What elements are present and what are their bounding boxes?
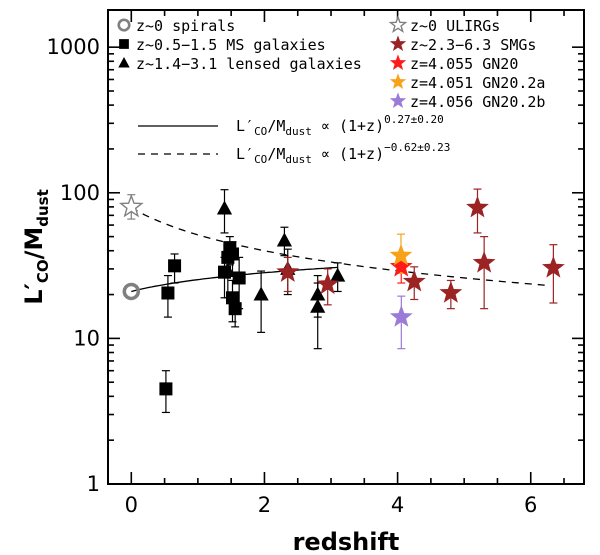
- data-point-smg: [316, 272, 340, 295]
- data-point-lensed: [276, 232, 293, 247]
- data-point-ms: [159, 382, 173, 396]
- y-axis-title-mid: /M: [20, 227, 48, 260]
- legend-marker-smg: [389, 35, 407, 51]
- data-point-ms: [225, 291, 239, 305]
- data-point-gn20: [389, 254, 413, 277]
- axis-ticks: 0 2 4 6 1 10 100 1000: [47, 10, 584, 517]
- legend-label-gn20: z=4.055 GN20: [410, 55, 518, 73]
- legend-label-smg: z~2.3−6.3 SMGs: [410, 36, 536, 54]
- data-point-lensed: [216, 200, 233, 215]
- legend-label-ulirg: z~0 ULIRGs: [410, 17, 500, 35]
- legend-marker-spirals: [117, 18, 131, 32]
- data-point-smg: [439, 281, 463, 303]
- data-point-smg: [402, 269, 426, 292]
- data-point-ms: [168, 259, 182, 273]
- legend-label-gn20a: z=4.051 GN20.2a: [410, 74, 545, 92]
- data-point-smg: [466, 195, 489, 218]
- data-point-lensed: [330, 267, 346, 282]
- data-point-ms: [228, 302, 242, 316]
- y-tick-label: 1: [87, 472, 100, 496]
- legend-marker-ms: [119, 39, 129, 49]
- legend-label-spirals: z~0 spirals: [136, 17, 235, 35]
- data-point-ms: [225, 247, 239, 261]
- legend-label-ms: z~0.5−1.5 MS galaxies: [136, 36, 326, 54]
- x-axis-title: redshift: [293, 528, 400, 555]
- data-point-lensed: [310, 286, 326, 301]
- legend-marker-ulirg: [388, 15, 408, 34]
- data-point-smg: [276, 260, 300, 282]
- x-tick-label: 2: [258, 493, 271, 517]
- data-point-ms: [161, 286, 175, 300]
- fit-legend-label-solid: L′CO/Mdust ∝ (1+z)0.27±0.20: [236, 113, 444, 138]
- data-point-lensed: [310, 298, 326, 313]
- data-point-ulirg: [118, 193, 144, 218]
- y-tick-label: 100: [60, 181, 100, 205]
- data-markers: [118, 193, 565, 396]
- data-point-lensed: [253, 286, 269, 301]
- legend-label-gn20b: z=4.056 GN20.2b: [410, 93, 545, 111]
- y-tick-label: 1000: [47, 35, 100, 59]
- fit-legend: L′CO/Mdust ∝ (1+z)0.27±0.20 L′CO/Mdust ∝ …: [138, 113, 450, 166]
- y-axis-title: L′CO/Mdust: [20, 189, 52, 305]
- error-bars: [127, 188, 558, 414]
- x-tick-label: 4: [391, 493, 404, 517]
- data-point-lensed: [220, 263, 236, 278]
- x-tick-label: 0: [125, 493, 138, 517]
- data-point-smg: [472, 250, 496, 273]
- legend-label-lensed: z~1.4−3.1 lensed galaxies: [136, 55, 362, 73]
- data-point-gn20b: [389, 305, 413, 327]
- y-axis-title-sub-dust: dust: [34, 189, 52, 227]
- y-tick-label: 10: [73, 326, 100, 350]
- legend-marker-gn20: [389, 54, 407, 70]
- y-axis-title-sub-co: CO: [34, 259, 52, 283]
- data-point-spirals: [122, 282, 141, 301]
- legend-marker-lensed: [118, 57, 130, 68]
- legend-marker-gn20b: [389, 92, 407, 108]
- svg-text:L′CO/Mdust: L′CO/Mdust: [20, 189, 52, 305]
- plot-frame: [107, 9, 585, 485]
- y-axis-title-main: L′: [20, 283, 48, 305]
- legend-marker-gn20a: [389, 73, 407, 89]
- data-point-gn20a: [389, 243, 413, 266]
- data-point-smg: [542, 255, 565, 278]
- x-tick-label: 6: [524, 493, 537, 517]
- data-point-ms: [232, 271, 246, 285]
- fit-legend-label-dashed: L′CO/Mdust ∝ (1+z)−0.62±0.23: [236, 141, 450, 166]
